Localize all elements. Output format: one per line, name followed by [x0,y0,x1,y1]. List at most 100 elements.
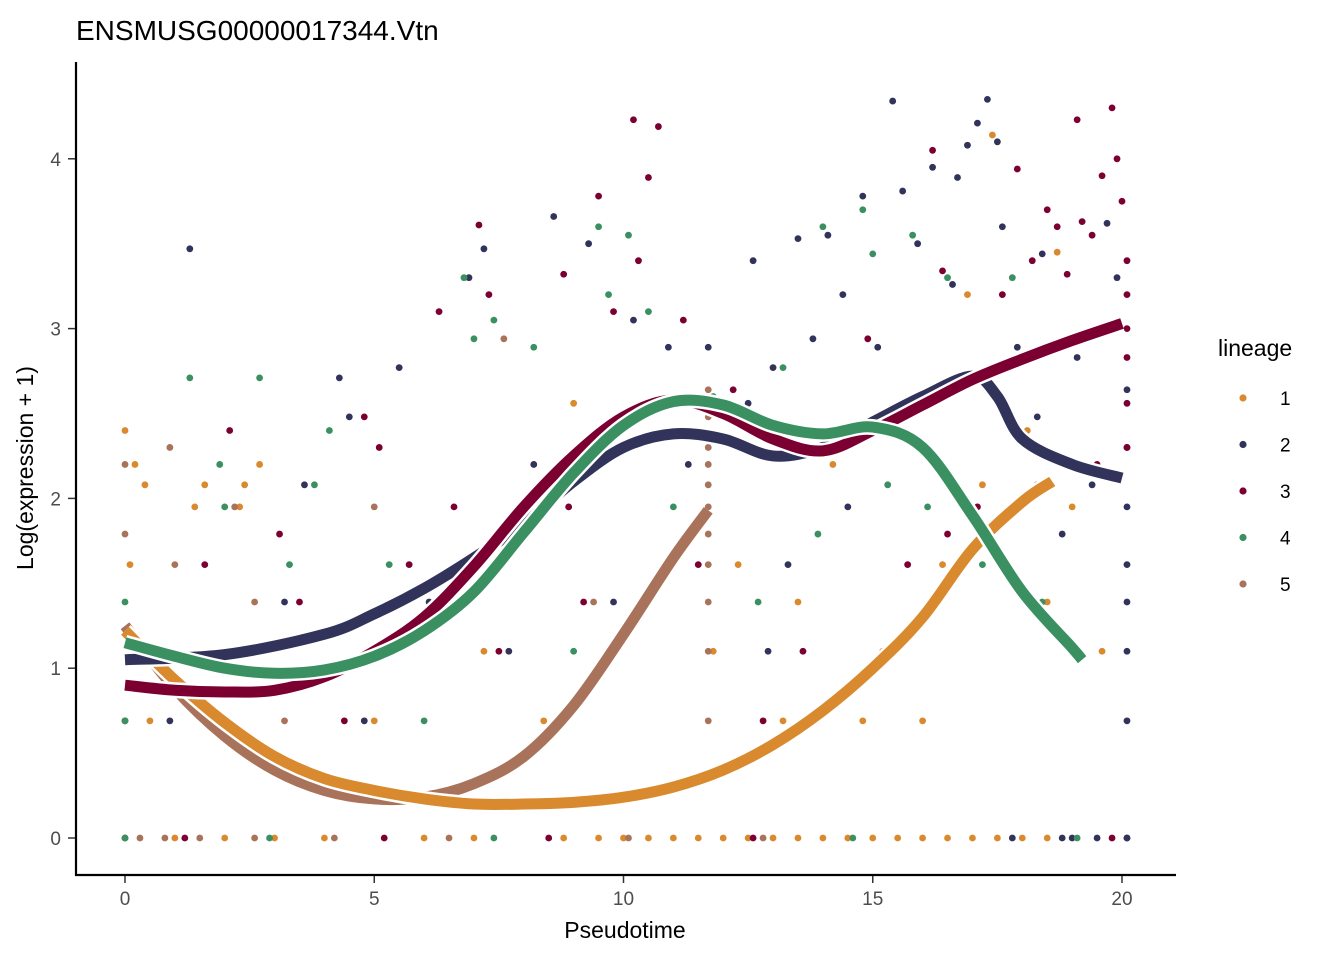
data-point-lineage-3 [495,647,503,655]
data-point-lineage-3 [904,561,912,569]
data-point-lineage-3 [375,444,383,451]
data-point-lineage-2 [899,187,907,195]
data-point-lineage-1 [1053,248,1061,256]
data-point-lineage-1 [694,834,702,842]
data-point-lineage-3 [729,386,737,394]
data-point-lineage-2 [610,598,617,606]
data-point-lineage-4 [884,481,892,489]
data-point-lineage-3 [296,598,303,606]
data-point-lineage-1 [964,291,971,299]
data-point-lineage-1 [859,717,867,725]
data-point-lineage-3 [475,221,483,229]
data-point-lineage-2 [186,245,194,253]
data-point-lineage-4 [595,223,602,231]
data-point-lineage-1 [595,834,602,842]
data-point-lineage-2 [984,95,991,103]
data-point-lineage-5 [590,598,597,606]
data-point-lineage-2 [360,717,368,725]
data-point-lineage-1 [919,717,926,725]
data-point-lineage-1 [1043,598,1051,606]
data-point-lineage-2 [954,174,961,181]
data-point-lineage-1 [570,399,578,407]
data-point-lineage-3 [1113,155,1121,163]
data-point-lineage-3 [276,530,283,538]
data-point-lineage-5 [704,481,712,489]
data-point-lineage-1 [869,834,877,842]
data-point-lineage-4 [754,598,762,606]
data-point-lineage-4 [979,561,986,569]
data-point-lineage-2 [964,141,971,149]
data-point-lineage-2 [929,163,936,171]
data-point-lineage-3 [630,116,637,124]
data-point-lineage-3 [864,335,872,343]
data-point-lineage-4 [849,834,857,842]
data-point-lineage-4 [121,717,129,725]
legend-key-lineage-5 [1239,580,1247,588]
data-point-lineage-2 [505,647,513,655]
data-point-lineage-5 [704,647,712,655]
data-point-lineage-1 [944,834,951,842]
data-point-lineage-5 [121,461,129,468]
data-point-lineage-1 [829,461,837,468]
legend-label: 4 [1280,529,1291,550]
data-point-lineage-2 [550,213,558,220]
x-axis-ticks: 0 5 10 15 20 [120,876,1133,910]
data-point-lineage-3 [340,717,348,725]
data-point-lineage-3 [1028,257,1036,265]
data-point-lineage-1 [126,561,134,569]
data-point-lineage-3 [565,503,573,511]
smooth-curve-lineage-1 [121,476,1056,810]
data-point-lineage-1 [1098,647,1106,655]
data-point-lineage-4 [1073,834,1081,842]
data-point-lineage-4 [490,834,498,842]
data-point-lineage-3 [749,834,757,842]
data-point-lineage-1 [979,481,986,489]
data-point-lineage-5 [704,386,712,394]
data-point-lineage-5 [759,834,767,842]
data-point-lineage-2 [335,374,343,382]
data-point-lineage-2 [1103,219,1111,227]
x-tick-label: 5 [369,889,380,910]
data-point-lineage-2 [1058,834,1066,842]
data-point-lineage-1 [121,427,129,434]
data-point-lineage-2 [664,343,672,351]
data-point-lineage-4 [605,291,612,299]
x-tick-label: 20 [1111,889,1132,910]
data-point-lineage-2 [1123,647,1131,655]
smooth-curve-lineage-2 [124,370,1124,666]
data-point-lineage-3 [201,561,209,569]
data-point-lineage-2 [998,223,1006,231]
data-point-lineage-3 [405,561,413,569]
data-point-lineage-1 [819,834,827,842]
data-point-lineage-3 [1053,223,1061,231]
data-point-lineage-3 [545,834,553,842]
y-tick-label: 1 [50,659,61,680]
data-point-lineage-4 [909,231,917,239]
data-point-lineage-4 [869,250,877,258]
data-point-lineage-3 [1123,444,1131,451]
data-point-lineage-2 [1073,354,1081,361]
data-point-lineage-3 [1108,104,1116,112]
data-point-lineage-1 [620,834,627,842]
legend-title: lineage [1218,335,1292,361]
data-point-lineage-1 [236,503,244,511]
data-point-lineage-4 [460,274,468,282]
legend-key-lineage-3 [1239,487,1247,495]
data-point-lineage-2 [630,316,637,324]
data-point-lineage-2 [859,192,867,200]
x-tick-label: 10 [613,889,634,910]
data-point-lineage-5 [445,834,453,842]
data-point-lineage-2 [993,138,1001,146]
data-point-lineage-1 [271,834,278,842]
data-point-lineage-1 [131,461,139,468]
y-axis-ticks: 0 1 2 3 4 [50,150,75,850]
data-point-lineage-5 [166,444,174,451]
data-point-lineage-5 [171,561,179,569]
data-point-lineage-5 [370,503,378,511]
data-point-lineage-3 [1118,197,1126,205]
data-point-lineage-5 [704,561,712,569]
data-point-lineage-3 [181,834,189,842]
legend-label: 1 [1280,389,1291,410]
data-point-lineage-5 [251,598,259,606]
data-point-lineage-1 [919,834,926,842]
